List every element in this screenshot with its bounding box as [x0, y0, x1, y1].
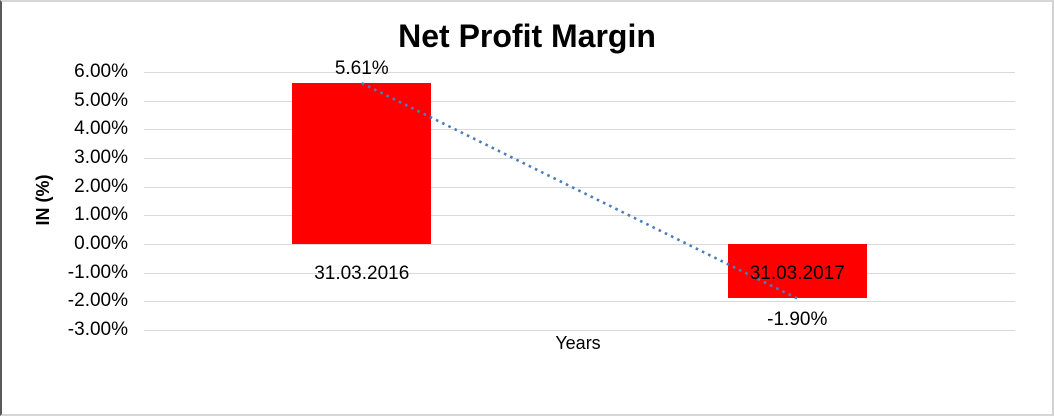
gridline [144, 215, 1015, 217]
y-axis-tick-label: -3.00% [67, 319, 128, 340]
gridline [144, 72, 1015, 73]
y-axis-tick-label: 2.00% [74, 175, 128, 197]
y-axis-tick-label: 1.00% [74, 204, 128, 226]
y-axis-tick-label: 3.00% [74, 147, 128, 168]
data-label: 5.61% [334, 58, 389, 80]
gridline [144, 129, 1015, 131]
category-label: 31.03.2017 [749, 263, 845, 284]
y-axis-tick-label: 4.00% [74, 118, 128, 140]
y-axis-tick-label: 6.00% [74, 61, 128, 82]
gridline [144, 186, 1015, 188]
y-axis-tick-label: 5.00% [74, 89, 128, 111]
bar [292, 83, 432, 244]
x-axis-title: Years [555, 333, 601, 353]
gridline [144, 244, 1015, 245]
category-label: 31.03.2016 [314, 263, 410, 284]
gridline [144, 158, 1015, 159]
y-axis-tick-label: 0.00% [74, 233, 128, 254]
gridline [144, 272, 1015, 274]
gridline [144, 100, 1015, 102]
plot-area [144, 72, 1015, 331]
y-axis-tick-label: -2.00% [67, 290, 128, 312]
gridline [144, 301, 1015, 303]
chart-title: Net Profit Margin [398, 18, 656, 54]
y-axis-tick-label: -1.00% [67, 261, 128, 283]
gridline [144, 330, 1015, 331]
data-label: -1.90% [767, 309, 828, 331]
